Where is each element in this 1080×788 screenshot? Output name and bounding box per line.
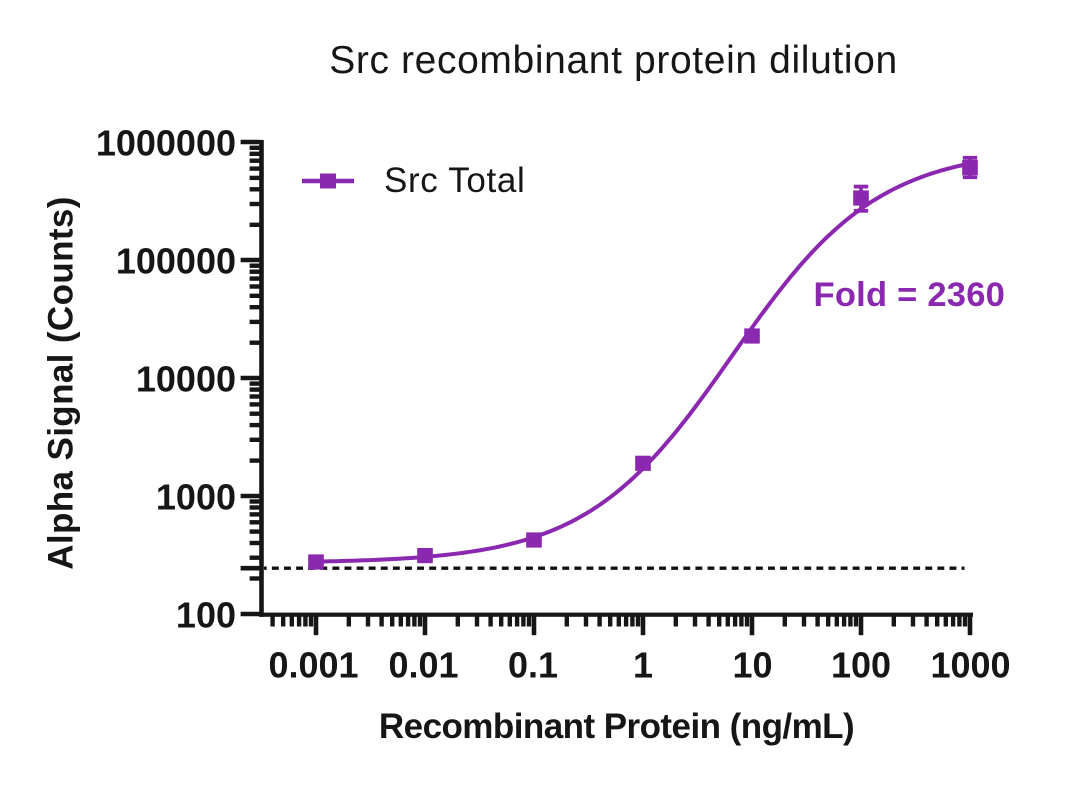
svg-text:Src Total: Src Total: [384, 161, 525, 200]
svg-text:Alpha Signal (Counts): Alpha Signal (Counts): [42, 196, 81, 570]
svg-text:10: 10: [732, 645, 772, 686]
svg-text:100: 100: [176, 595, 236, 636]
svg-text:0.01: 0.01: [388, 645, 458, 686]
svg-text:1000000: 1000000: [96, 123, 236, 164]
svg-text:Recombinant Protein (ng/mL): Recombinant Protein (ng/mL): [379, 707, 854, 746]
svg-text:0.1: 0.1: [508, 645, 558, 686]
svg-text:Fold = 2360: Fold = 2360: [814, 276, 1006, 314]
svg-text:1: 1: [633, 645, 653, 686]
svg-text:0.001: 0.001: [268, 645, 358, 686]
svg-text:100: 100: [831, 645, 891, 686]
svg-text:1000: 1000: [156, 477, 236, 518]
svg-text:1000: 1000: [930, 645, 1010, 686]
svg-text:Src recombinant protein diluti: Src recombinant protein dilution: [329, 39, 898, 82]
svg-text:100000: 100000: [116, 241, 236, 282]
svg-text:10000: 10000: [136, 359, 236, 400]
